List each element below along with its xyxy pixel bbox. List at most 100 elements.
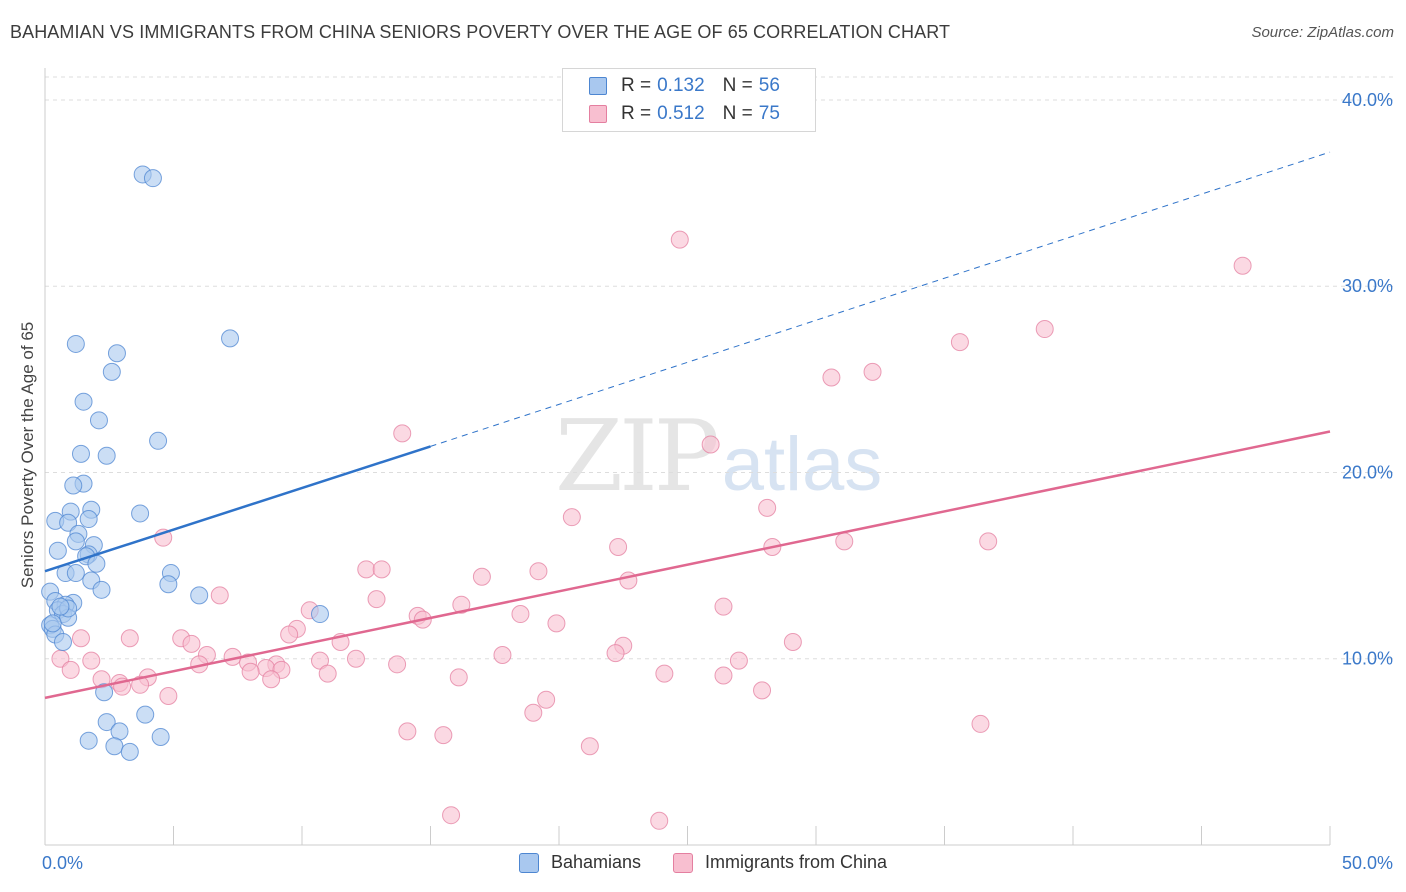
bahamians-point	[48, 541, 67, 560]
bahamians-point	[43, 614, 62, 633]
china-point	[979, 532, 998, 551]
watermark-atlas: atlas	[721, 422, 883, 507]
legend-swatch-blue	[518, 852, 539, 873]
china-point	[1035, 320, 1054, 339]
china-point	[529, 562, 548, 581]
china-point	[783, 632, 802, 651]
bahamians-point	[120, 742, 139, 761]
china-point	[182, 634, 201, 653]
legend-row-bahamians: R = 0.132 N = 56	[589, 73, 780, 99]
china-point	[61, 660, 80, 679]
legend-label-bahamians: Bahamians	[550, 852, 641, 872]
china-point	[280, 625, 299, 644]
legend-item-bahamians: Bahamians	[518, 852, 641, 873]
bahamians-point	[74, 392, 93, 411]
legend-swatch-blue	[589, 77, 607, 95]
china-point	[950, 333, 969, 352]
china-point	[609, 537, 628, 556]
china-point	[210, 586, 229, 605]
china-point	[367, 590, 386, 609]
watermark: ZIPatlas	[555, 400, 882, 514]
china-point	[262, 670, 281, 689]
bottom-legend: Bahamians Immigrants from China	[0, 852, 1406, 873]
china-point	[71, 629, 90, 648]
bahamians-point	[66, 564, 85, 583]
china-point	[493, 646, 512, 665]
china-trend-line	[44, 430, 1331, 700]
china-point	[159, 686, 178, 705]
china-point	[120, 629, 139, 648]
china-point	[318, 664, 337, 683]
china-point	[442, 806, 461, 825]
china-point	[511, 605, 530, 624]
china-point	[372, 560, 391, 579]
china-point	[580, 737, 599, 756]
china-point	[388, 655, 407, 674]
bahamians-trend-line	[44, 445, 431, 573]
bahamians-point	[190, 586, 209, 605]
legend-r-value: 0.512	[657, 103, 705, 124]
china-point	[701, 435, 720, 454]
china-point	[670, 230, 689, 249]
china-point	[714, 666, 733, 685]
china-point	[655, 664, 674, 683]
china-point	[452, 595, 471, 614]
china-point	[82, 651, 101, 670]
bahamians-point	[66, 334, 85, 353]
bahamians-point	[79, 510, 98, 529]
legend-r-value: 0.132	[657, 75, 705, 96]
chart-title: BAHAMIAN VS IMMIGRANTS FROM CHINA SENIOR…	[10, 22, 951, 42]
china-point	[537, 690, 556, 709]
china-point	[357, 560, 376, 579]
watermark-zip: ZIP	[555, 400, 720, 514]
bahamians-point	[95, 683, 114, 702]
china-point	[393, 424, 412, 443]
china-point	[758, 498, 777, 517]
x-tick-label: 0.0%	[42, 853, 83, 873]
bahamians-point	[59, 513, 78, 532]
china-point	[547, 614, 566, 633]
legend-n-label: N =	[722, 103, 753, 124]
bahamians-point	[143, 169, 162, 188]
china-point	[131, 675, 150, 694]
bahamians-point	[149, 431, 168, 450]
china-point	[346, 649, 365, 668]
bahamians-point	[51, 597, 70, 616]
bahamians-point	[53, 632, 72, 651]
china-point	[398, 722, 417, 741]
legend-r-label: R =	[621, 103, 652, 124]
legend-n-value: 75	[758, 103, 780, 124]
bahamians-point	[66, 532, 85, 551]
bahamians-point	[89, 411, 108, 430]
y-tick-label: 20.0%	[1342, 462, 1393, 482]
bahamians-point	[97, 446, 116, 465]
source-label: Source: ZipAtlas.com	[1251, 24, 1394, 41]
legend-r-label: R =	[621, 75, 652, 96]
bahamians-point	[64, 476, 83, 495]
legend-row-china: R = 0.512 N = 75	[589, 101, 780, 127]
china-point	[729, 651, 748, 670]
legend-label-china: Immigrants from China	[705, 852, 888, 872]
china-point	[822, 368, 841, 387]
legend-box: R = 0.132 N = 56 R = 0.512 N = 75	[562, 68, 816, 132]
bahamians-point	[92, 580, 111, 599]
bahamians-point	[310, 605, 329, 624]
china-point	[753, 681, 772, 700]
bahamians-point	[102, 362, 121, 381]
bahamians-trend-extension	[430, 151, 1331, 447]
bahamians-point	[97, 713, 116, 732]
legend-swatch-pink	[673, 852, 693, 873]
bahamians-point	[105, 737, 124, 756]
x-tick-label: 50.0%	[1342, 853, 1393, 873]
legend-swatch-pink	[589, 105, 607, 123]
bahamians-point	[71, 444, 90, 463]
bahamians-point	[131, 504, 150, 523]
china-point	[472, 567, 491, 586]
bahamians-point	[151, 727, 170, 746]
bahamians-point	[136, 705, 155, 724]
china-point	[606, 644, 625, 663]
y-tick-label: 30.0%	[1342, 276, 1393, 296]
china-point	[562, 508, 581, 527]
bahamians-point	[79, 731, 98, 750]
